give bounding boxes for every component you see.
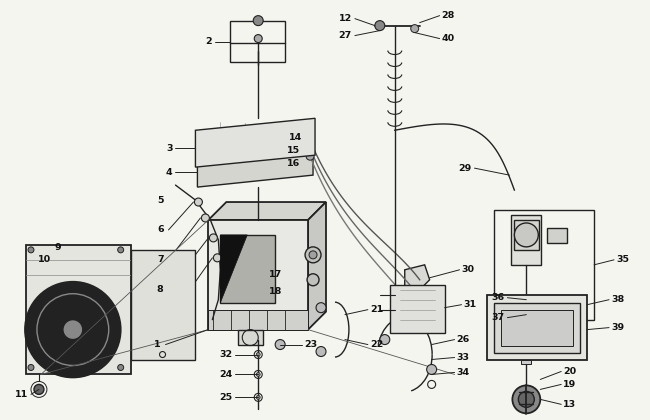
Text: 19: 19 [563, 380, 577, 389]
Text: 25: 25 [219, 393, 232, 402]
Circle shape [514, 223, 538, 247]
Circle shape [523, 312, 529, 318]
Text: 7: 7 [157, 255, 164, 264]
Circle shape [411, 25, 419, 33]
Text: 21: 21 [370, 305, 383, 314]
Circle shape [28, 365, 34, 370]
Text: 10: 10 [38, 255, 51, 264]
Circle shape [523, 296, 530, 304]
Text: 6: 6 [157, 226, 164, 234]
Text: 33: 33 [456, 353, 469, 362]
Text: 12: 12 [339, 14, 352, 23]
Bar [26, 245, 131, 375]
Circle shape [118, 247, 124, 253]
Text: 36: 36 [491, 293, 504, 302]
Polygon shape [196, 118, 315, 167]
Circle shape [426, 365, 437, 375]
Text: 4: 4 [166, 168, 172, 177]
Text: 11: 11 [15, 390, 28, 399]
Text: 15: 15 [287, 146, 300, 155]
Bar [209, 220, 308, 330]
Circle shape [256, 373, 260, 376]
Circle shape [306, 144, 314, 152]
Circle shape [316, 303, 326, 312]
Circle shape [25, 282, 121, 378]
Text: 29: 29 [458, 164, 471, 173]
Circle shape [518, 391, 534, 407]
Text: 28: 28 [441, 11, 455, 20]
Bar [131, 250, 196, 360]
Circle shape [306, 152, 314, 160]
Polygon shape [308, 202, 326, 330]
Circle shape [254, 16, 263, 26]
Circle shape [380, 335, 390, 344]
Circle shape [28, 247, 34, 253]
Text: 16: 16 [287, 159, 300, 168]
Text: 13: 13 [563, 400, 577, 409]
Circle shape [512, 386, 540, 413]
Circle shape [309, 251, 317, 259]
Circle shape [202, 214, 209, 222]
Text: 20: 20 [563, 367, 577, 376]
Text: 31: 31 [463, 300, 476, 309]
Text: 32: 32 [219, 350, 232, 359]
Bar [209, 310, 308, 330]
Polygon shape [405, 265, 430, 290]
Circle shape [63, 320, 83, 340]
Polygon shape [209, 202, 326, 220]
Text: 26: 26 [456, 335, 470, 344]
Circle shape [209, 234, 217, 242]
Text: 9: 9 [54, 243, 61, 252]
Circle shape [213, 254, 222, 262]
Text: 30: 30 [462, 265, 474, 274]
Circle shape [375, 21, 385, 31]
Text: 34: 34 [456, 368, 470, 377]
Circle shape [256, 395, 260, 399]
Text: 3: 3 [166, 144, 172, 153]
Circle shape [306, 136, 314, 144]
Text: 1: 1 [154, 340, 161, 349]
Circle shape [305, 247, 321, 263]
Circle shape [307, 274, 319, 286]
Bar [521, 360, 531, 365]
Bar [220, 235, 275, 303]
Text: 37: 37 [491, 313, 504, 322]
Bar [501, 310, 573, 346]
Bar [495, 303, 580, 352]
Text: 23: 23 [304, 340, 317, 349]
Text: 2: 2 [206, 37, 213, 46]
Bar [239, 330, 263, 344]
Circle shape [254, 34, 262, 42]
Text: 17: 17 [269, 270, 282, 279]
Polygon shape [220, 235, 247, 303]
Bar [495, 210, 594, 320]
Bar [390, 285, 445, 333]
Text: 35: 35 [616, 255, 629, 264]
Bar [512, 215, 541, 265]
Circle shape [316, 346, 326, 357]
Polygon shape [198, 148, 313, 187]
Bar [514, 220, 539, 250]
Text: 18: 18 [268, 287, 282, 296]
Circle shape [118, 365, 124, 370]
Bar [230, 21, 285, 63]
Text: 38: 38 [611, 295, 624, 304]
Text: 8: 8 [157, 285, 164, 294]
Circle shape [275, 340, 285, 349]
Circle shape [256, 352, 260, 357]
Text: 14: 14 [289, 133, 302, 142]
Text: 5: 5 [157, 196, 164, 205]
Text: 40: 40 [441, 34, 455, 43]
Circle shape [34, 384, 44, 394]
Bar [547, 228, 567, 243]
Text: 39: 39 [611, 323, 624, 332]
Text: 27: 27 [339, 31, 352, 40]
Text: 22: 22 [370, 340, 383, 349]
Circle shape [194, 198, 202, 206]
Bar [488, 295, 587, 360]
Text: 24: 24 [219, 370, 232, 379]
